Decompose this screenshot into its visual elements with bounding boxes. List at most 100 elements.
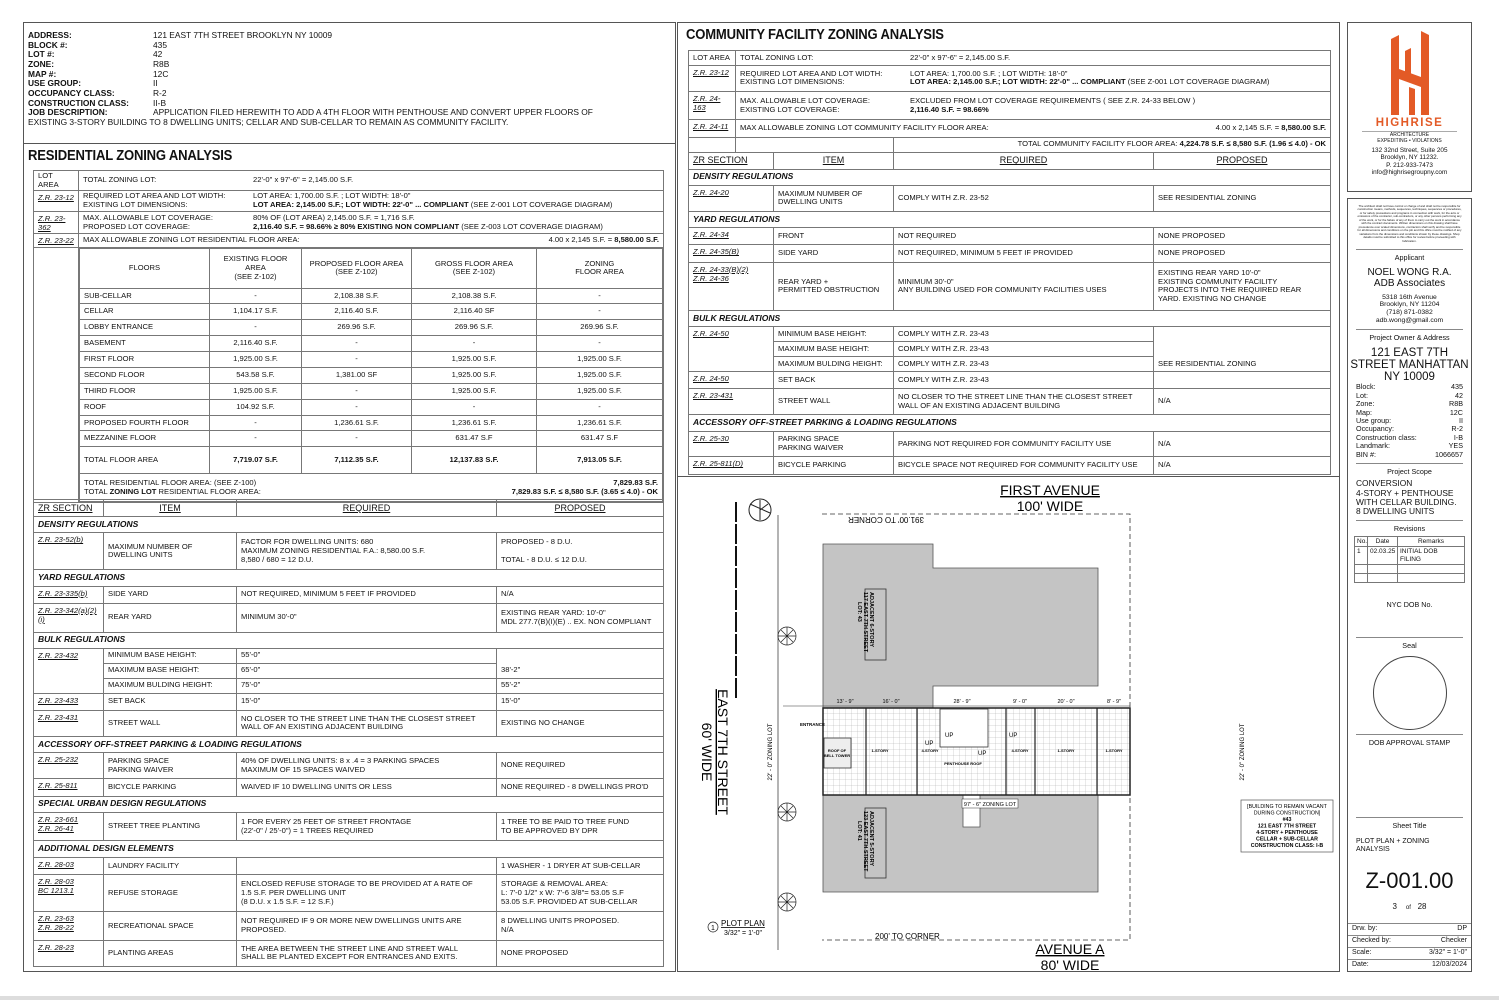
plot-plan-caption: PLOT PLAN — [721, 919, 765, 928]
north-street-width: 100' WIDE — [1017, 498, 1083, 514]
lot-value-bold: LOT AREA: 2,145.00 S.F.; LOT WIDTH: 22'-… — [910, 77, 1126, 87]
floors-spacer — [33, 247, 79, 504]
floor-row: FIRST FLOOR 1,925.00 S.F. -1,925.00 S.F. 1,… — [79, 351, 663, 368]
page-number: 3 — [1392, 901, 1397, 911]
info-label: BLOCK #: — [28, 39, 68, 50]
revision-cell — [1354, 564, 1368, 575]
community-table: LOT AREA TOTAL ZONING LOT: 22'-0" x 97'-6"… — [688, 50, 1331, 475]
item: REAR YARD + PERMITTED OBSTRUCTION — [773, 261, 894, 312]
floor-area-value: 1,236.61 S.F. — [536, 414, 663, 432]
floor-row: SECOND FLOOR 543.58 S.F. 1,381.00 SF 1,925.… — [79, 366, 663, 384]
footer-value: 3/32" = 1'-0" — [1428, 949, 1467, 956]
item: MINIMUM BASE HEIGHT: — [103, 647, 237, 664]
project-scope: CONVERSION 4-STORY + PENTHOUSE WITH CELL… — [1356, 478, 1457, 517]
lot-value-line: 22'-0" x 97'-6" = 2,145.00 S.F. — [253, 175, 354, 185]
page-count: 3 of 28 — [1348, 902, 1471, 912]
info-label: MAP #: — [28, 68, 57, 79]
zr-section-code: Z.R. 23-431 — [688, 388, 774, 416]
floor-area-value: 2,116.40 S.F. — [209, 335, 302, 353]
seal-circle — [1372, 655, 1447, 730]
footer-value: DP — [1457, 925, 1467, 932]
info-value: 435 — [153, 39, 167, 50]
floor-area-value: - — [301, 351, 412, 368]
detail-key: Use group: — [1356, 416, 1392, 426]
a: TOTAL — [84, 486, 110, 496]
total-zl-label: TOTAL ZONING LOT RESIDENTIAL FLOOR AREA: — [84, 486, 261, 497]
section-heading: DENSITY REGULATIONS — [688, 168, 1331, 186]
zr-section-code: Z.R. 23-342(a)(2)(i) — [33, 603, 104, 633]
plot-plan-drawing: FIRST AVENUE 100' WIDE 391.00' TO CORNER… — [699, 482, 1334, 972]
far-label: MAX ALLOWABLE ZONING LOT RESIDENTIAL FLO… — [83, 235, 300, 245]
revision-cell: INITIAL DOB FILING — [1397, 546, 1465, 566]
zr-section-code: Z.R. 24-35(B) — [688, 244, 774, 263]
proposed — [496, 647, 664, 664]
zr-section-code: Z.R. 23-362 — [33, 210, 79, 235]
lot-row: LOT AREA TOTAL ZONING LOT: 22'-0" x 97'-6"… — [33, 169, 664, 192]
info-label: JOB DESCRIPTION: — [28, 107, 108, 118]
proposed: 38'-2" — [496, 662, 664, 679]
column-header: ITEM — [773, 151, 894, 170]
column-header: PROPOSED — [496, 499, 664, 517]
far-value: 4.00 x 2,145 S.F. = 8,580.00 S.F. — [549, 235, 659, 245]
up-label: UP — [945, 733, 953, 739]
dimension-label: 8' - 9" — [1107, 699, 1121, 705]
item: MAXIMUM BASE HEIGHT: — [773, 341, 894, 357]
detail-key: Block: — [1356, 382, 1376, 392]
regulation-row: Z.R. 23-433 SET BACK 15'-0" 15'-0" — [33, 692, 664, 711]
item: PLANTING AREAS — [103, 939, 237, 968]
proposed: N/A — [1153, 388, 1331, 416]
project-detail-row: Zone: R8B — [1348, 399, 1471, 408]
adjacent-north-label-box — [864, 588, 887, 661]
info-value: 12C — [153, 68, 169, 79]
proposed: N/A — [496, 585, 664, 605]
zr-section-code: Z.R. 23-12 — [688, 64, 736, 92]
item: STREET WALL — [773, 388, 894, 416]
revisions-column: No. — [1354, 535, 1368, 548]
north-arrow-icon — [748, 498, 772, 522]
regulation-row: Z.R. 24-50 MINIMUM BASE HEIGHT: COMPLY WIT… — [688, 326, 1331, 372]
required: NOT REQUIRED, MINIMUM 5 FEET IF PROVIDED — [893, 244, 1154, 263]
zr-section-code: Z.R. 24-11 — [688, 119, 736, 138]
info-row: LOT #: 42 — [28, 50, 671, 60]
required: MINIMUM 30'-0" — [236, 603, 497, 633]
zr-section-code: Z.R. 23-22 — [33, 233, 79, 249]
zr-section-code: Z.R. 25-811(D) — [688, 456, 774, 475]
lot-value-note: (SEE Z-001 LOT COVERAGE DIAGRAM) — [1125, 77, 1270, 87]
floor-name: CELLAR — [79, 303, 210, 321]
section-heading: ADDITIONAL DESIGN ELEMENTS — [33, 840, 664, 858]
detail-value: 12C — [1449, 407, 1463, 417]
residential-total-cell: TOTAL RESIDENTIAL FLOOR AREA: (SEE Z-100… — [79, 473, 663, 503]
proposed — [1153, 326, 1331, 342]
floor-area-value: 2,108.38 S.F. — [301, 287, 412, 305]
required: BICYCLE SPACE NOT REQUIRED FOR COMMUNITY… — [893, 456, 1154, 475]
item: MAXIMUM NUMBER OF DWELLING UNITS — [773, 184, 894, 212]
regulation-row: Z.R. 23-431 STREET WALL NO CLOSER TO THE S… — [33, 709, 664, 737]
info-value: 42 — [153, 49, 163, 60]
proposed: N/A — [1153, 456, 1331, 475]
zr-section-code: Z.R. 25-232 — [33, 752, 104, 780]
section-heading-row: ACCESSORY OFF-STREET PARKING & LOADING R… — [33, 735, 664, 754]
lot-label: REQUIRED LOT AREA AND LOT WIDTH: EXISTIN… — [740, 68, 883, 87]
floors-header-cell: PROPOSED FLOOR AREA (SEE Z-102) — [301, 248, 412, 289]
floor-area-value: 631.47 S.F — [411, 430, 537, 448]
info-value: II — [153, 78, 158, 89]
revision-row — [1354, 573, 1465, 584]
to-corner-south: 200' TO CORNER — [875, 932, 940, 941]
west-street-label: EAST 7TH STREET — [715, 689, 731, 815]
section-heading-row: SPECIAL URBAN DESIGN REGULATIONS — [33, 795, 664, 813]
section-heading-row: BULK REGULATIONS — [688, 309, 1331, 328]
required: ENCLOSED REFUSE STORAGE TO BE PROVIDED A… — [236, 874, 497, 913]
spacer — [688, 136, 736, 153]
lot-label: REQUIRED LOT AREA AND LOT WIDTH: EXISTIN… — [83, 191, 226, 210]
floor-area-value: - — [411, 335, 537, 353]
floor-area-value: 269.96 S.F. — [301, 319, 412, 337]
page-bottom-edge — [0, 996, 1499, 1000]
zoning-lot-length: 97' - 6" ZONING LOT — [964, 802, 1017, 808]
plot-plan-scale: 3/32" = 1'-0" — [724, 930, 763, 937]
floor-area-value: - — [536, 398, 663, 416]
regulation-row: MAXIMUM BASE HEIGHT: COMPLY WITH Z.R. 23-… — [689, 341, 1331, 357]
bell-tower-roof — [823, 737, 852, 769]
regulation-row: Z.R. 25-811(D) BICYCLE PARKING BICYCLE SPA… — [688, 456, 1331, 475]
building-label: PENTHOUSE ROOF — [944, 761, 982, 766]
proposed: 8 DWELLING UNITS PROPOSED. N/A — [496, 911, 664, 941]
